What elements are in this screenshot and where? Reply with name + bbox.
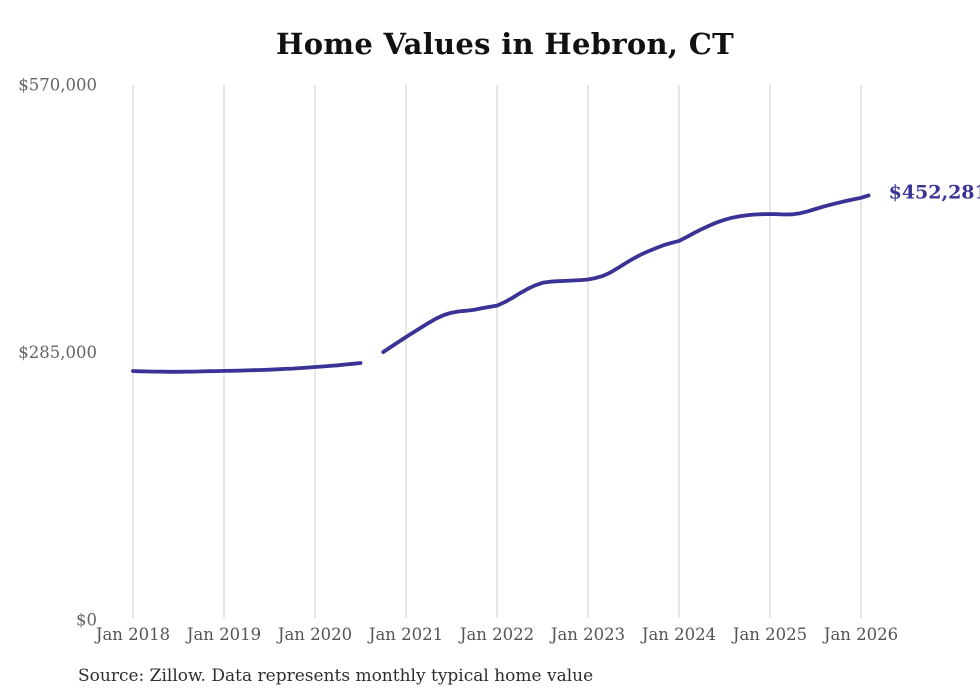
x-axis-tick-label: Jan 2025 xyxy=(731,625,807,644)
y-axis-tick-label: $0 xyxy=(76,611,97,630)
x-axis-tick-label: Jan 2026 xyxy=(822,625,898,644)
home-value-series-line xyxy=(131,193,871,374)
y-axis-tick-label: $570,000 xyxy=(18,76,97,95)
y-axis-tick-label: $285,000 xyxy=(18,343,97,362)
x-axis-tick-label: Jan 2023 xyxy=(549,625,625,644)
x-axis-tick-label: Jan 2019 xyxy=(185,625,261,644)
x-axis-tick-label: Jan 2018 xyxy=(94,625,170,644)
x-axis-tick-label: Jan 2021 xyxy=(367,625,443,644)
latest-value-label: $452,281 xyxy=(889,182,980,204)
source-note: Source: Zillow. Data represents monthly … xyxy=(78,666,594,686)
x-axis-tick-label: Jan 2024 xyxy=(640,625,716,644)
x-axis-tick-label: Jan 2020 xyxy=(276,625,352,644)
chart-title: Home Values in Hebron, CT xyxy=(276,27,734,61)
x-axis-tick-label: Jan 2022 xyxy=(458,625,534,644)
